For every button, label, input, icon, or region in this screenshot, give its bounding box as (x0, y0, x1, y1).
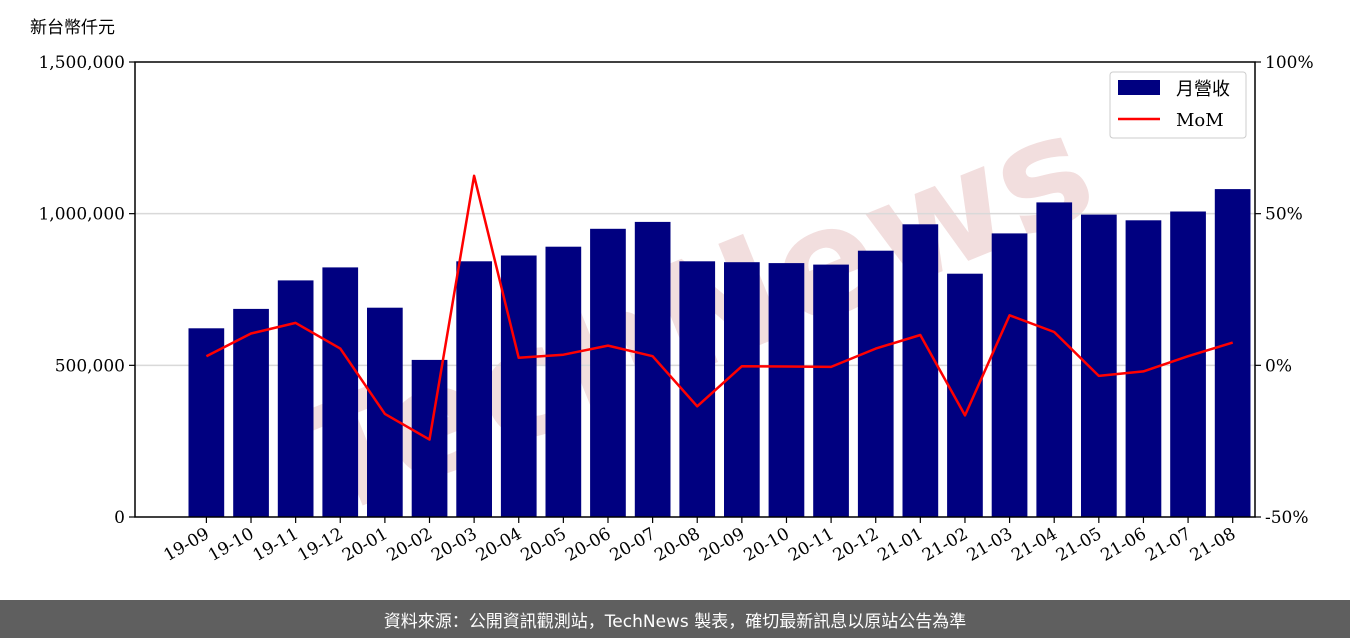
revenue-bar (590, 228, 626, 518)
y-tick-label: 1,500,000 (38, 53, 125, 73)
footer-source-text: 資料來源：公開資訊觀測站，TechNews 製表，確切最新訊息以原站公告為準 (383, 611, 967, 632)
x-tick-label: 20-11 (785, 524, 837, 566)
legend: 月營收 MoM (1109, 71, 1247, 139)
x-tick-label: 21-01 (874, 524, 926, 566)
x-tick-label: 20-07 (607, 524, 659, 566)
y2-tick-label: 50% (1265, 205, 1303, 225)
revenue-bar (545, 246, 582, 517)
x-tick-label: 20-12 (830, 524, 882, 566)
y-tick-label: 1,000,000 (38, 205, 125, 225)
x-tick-label: 20-10 (741, 524, 793, 566)
y2-tick-label: 100% (1265, 53, 1314, 73)
x-tick-label: 21-02 (919, 524, 971, 566)
y-tick-label: 500,000 (55, 356, 125, 376)
revenue-bar (456, 261, 492, 517)
x-tick-label: 19-12 (294, 524, 346, 566)
revenue-bar (188, 328, 225, 517)
revenue-bar (233, 308, 269, 517)
x-tick-label: 20-05 (517, 524, 569, 566)
revenue-bar (991, 233, 1028, 517)
revenue-bars (188, 189, 1251, 518)
legend-label-mom: MoM (1176, 110, 1224, 131)
x-tick-label: 20-06 (562, 524, 614, 566)
chart: TechNews 0500,0001,000,0001,500,000-50%0… (30, 18, 1314, 566)
revenue-bar (679, 261, 716, 517)
x-tick-label: 20-08 (651, 524, 703, 566)
x-tick-label: 21-08 (1187, 524, 1239, 566)
x-tick-label: 19-09 (160, 524, 212, 566)
y-axis-unit-label: 新台幣仟元 (30, 18, 115, 38)
legend-label-revenue: 月營收 (1176, 79, 1230, 100)
x-tick-label: 21-03 (964, 524, 1016, 566)
x-tick-label: 19-11 (250, 524, 302, 566)
mom-line-layer (205, 174, 1234, 441)
x-tick-label: 20-09 (696, 524, 748, 566)
y2-tick-label: 0% (1265, 356, 1292, 376)
revenue-bar (724, 262, 760, 517)
revenue-bar (500, 255, 537, 517)
x-tick-label: 21-04 (1008, 524, 1060, 566)
plot-frame (134, 61, 1256, 518)
revenue-bar (1125, 220, 1162, 518)
revenue-bar (768, 263, 805, 517)
legend-swatch-revenue (1118, 80, 1160, 95)
revenue-bar (813, 264, 849, 517)
revenue-bar (277, 280, 314, 517)
y-tick-label: 0 (114, 508, 125, 528)
mom-line (205, 174, 1234, 441)
x-tick-label: 21-07 (1142, 524, 1194, 566)
x-tick-label: 20-04 (473, 524, 525, 566)
revenue-bar (1214, 189, 1251, 517)
revenue-bar (1036, 202, 1073, 517)
x-tick-label: 21-05 (1053, 524, 1105, 566)
revenue-bar (857, 250, 894, 517)
revenue-bar (1170, 211, 1206, 517)
y2-tick-label: -50% (1265, 508, 1309, 528)
x-tick-label: 21-06 (1097, 524, 1149, 566)
x-tick-label: 19-10 (205, 524, 257, 566)
footer-source-bar: 資料來源：公開資訊觀測站，TechNews 製表，確切最新訊息以原站公告為準 (0, 600, 1350, 638)
revenue-bar (902, 224, 939, 518)
x-tick-label: 20-03 (428, 524, 480, 566)
revenue-bar (322, 267, 359, 517)
revenue-bar (1081, 214, 1117, 517)
